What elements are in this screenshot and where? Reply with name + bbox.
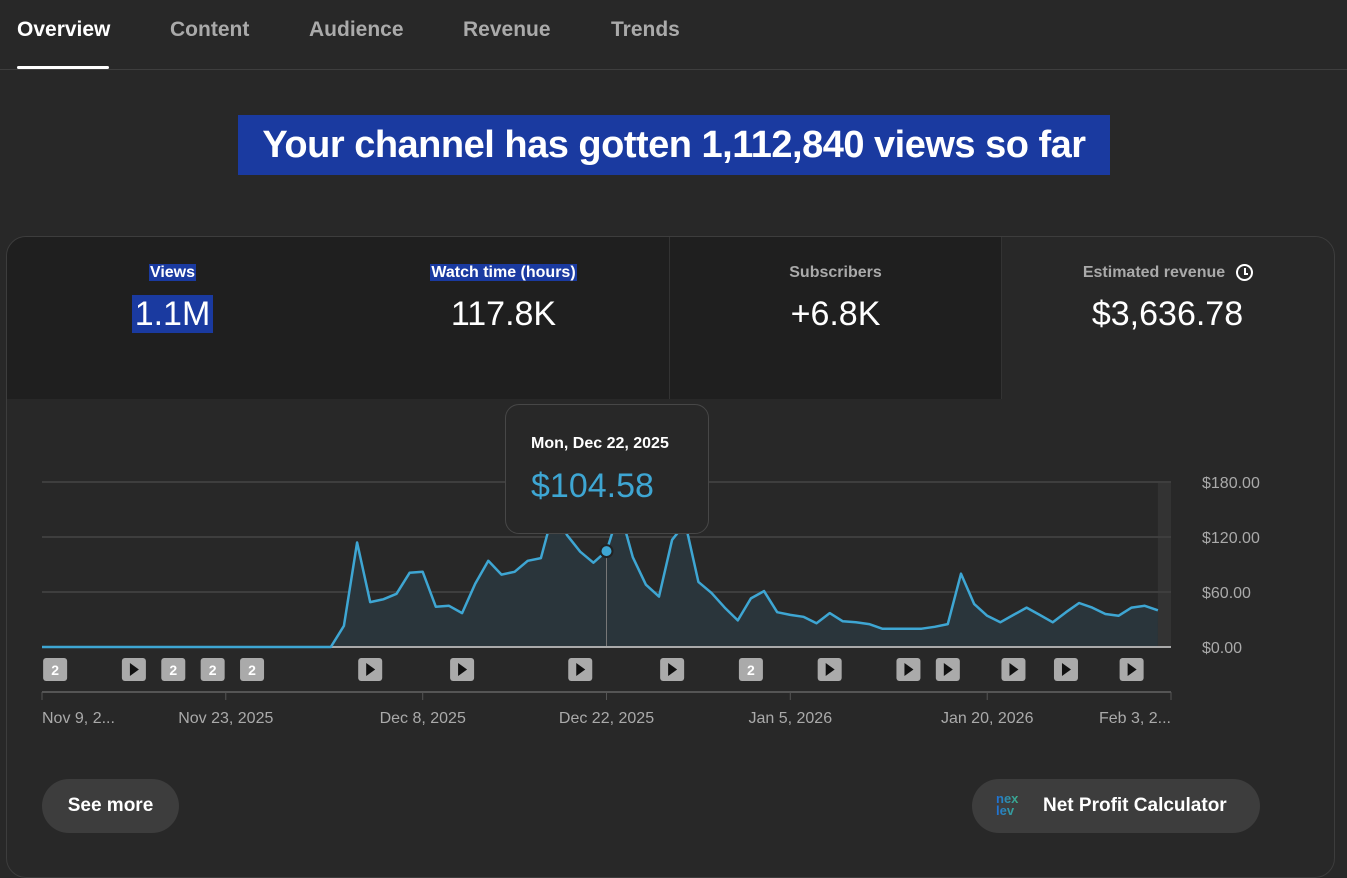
tab-trends[interactable]: Trends: [611, 18, 680, 41]
play-icon: [943, 663, 953, 676]
metric-watch-time[interactable]: Watch time (hours) 117.8K: [338, 237, 670, 399]
marker-count: 2: [747, 662, 755, 678]
video-marker[interactable]: [1119, 658, 1144, 681]
play-icon: [668, 663, 678, 676]
x-tick-label: Nov 9, 2...: [42, 710, 115, 727]
marker-box: [738, 658, 763, 681]
active-tab-indicator: [17, 66, 109, 69]
multi-video-marker[interactable]: 2: [738, 658, 763, 681]
y-tick-label: $180.00: [1202, 475, 1260, 492]
see-more-label: See more: [67, 795, 154, 816]
marker-box: [240, 658, 265, 681]
metric-value: 117.8K: [450, 295, 557, 333]
metric-label: Subscribers: [789, 264, 882, 281]
video-marker[interactable]: [660, 658, 685, 681]
tab-overview[interactable]: Overview: [17, 18, 111, 41]
video-marker[interactable]: [817, 658, 842, 681]
tab-bar: Overview Content Audience Revenue Trends: [0, 0, 1347, 70]
play-icon: [1127, 663, 1137, 676]
x-tick-label: Nov 23, 2025: [178, 710, 273, 727]
revenue-line: [42, 508, 1159, 649]
clock-icon[interactable]: [1236, 264, 1254, 281]
marker-box: [200, 658, 225, 681]
play-icon: [825, 663, 835, 676]
tab-content[interactable]: Content: [170, 18, 250, 41]
video-marker[interactable]: [121, 658, 146, 681]
incomplete-data-region: [1157, 482, 1171, 647]
chart-tooltip: Mon, Dec 22, 2025 $104.58: [505, 404, 709, 534]
video-marker[interactable]: [1053, 658, 1078, 681]
metric-label: Views: [148, 264, 197, 281]
x-tick-label: Feb 3, 2...: [1099, 710, 1171, 727]
tab-revenue[interactable]: Revenue: [463, 18, 551, 41]
multi-video-marker[interactable]: 2: [240, 658, 265, 681]
x-tick-label: Jan 20, 2026: [941, 710, 1034, 727]
marker-box: [161, 658, 186, 681]
revenue-area: [42, 509, 1158, 647]
video-marker[interactable]: [450, 658, 475, 681]
multi-video-marker[interactable]: 2: [43, 658, 68, 681]
y-tick-label: $120.00: [1202, 530, 1260, 547]
y-tick-label: $60.00: [1202, 585, 1251, 602]
nexlev-logo-icon: nex lev: [996, 792, 1030, 819]
play-icon: [366, 663, 376, 676]
play-icon: [1009, 663, 1019, 676]
video-marker[interactable]: [935, 658, 960, 681]
metric-estimated-revenue[interactable]: Estimated revenue $3,636.78: [1002, 237, 1333, 399]
metric-value: 1.1M: [131, 295, 214, 333]
hover-point: [599, 544, 614, 559]
video-marker[interactable]: [1001, 658, 1026, 681]
play-icon: [1061, 663, 1071, 676]
marker-count: 2: [51, 662, 59, 678]
metric-value: +6.8K: [790, 295, 881, 333]
marker-box: [43, 658, 68, 681]
play-icon: [458, 663, 468, 676]
tab-audience[interactable]: Audience: [309, 18, 404, 41]
tooltip-date: Mon, Dec 22, 2025: [531, 435, 669, 452]
net-profit-calculator-button[interactable]: nex lev Net Profit Calculator: [972, 779, 1260, 833]
metric-label: Watch time (hours): [430, 264, 577, 281]
metric-subscribers[interactable]: Subscribers +6.8K: [670, 237, 1002, 399]
analytics-card: Views 1.1M Watch time (hours) 117.8K Sub…: [6, 236, 1335, 878]
y-tick-label: $0.00: [1202, 640, 1242, 657]
page-headline: Your channel has gotten 1,112,840 views …: [238, 115, 1110, 175]
video-marker[interactable]: [568, 658, 593, 681]
x-tick-label: Dec 22, 2025: [559, 710, 654, 727]
tooltip-value: $104.58: [531, 467, 654, 505]
metric-label: Estimated revenue: [1082, 264, 1226, 281]
see-more-button[interactable]: See more: [42, 779, 179, 833]
revenue-chart[interactable]: $0.00 $60.00 $120.00 $180.00 2 2 2 2 2 Nov 9, 2..…: [0, 0, 1347, 847]
play-icon: [129, 663, 139, 676]
metric-views[interactable]: Views 1.1M: [7, 237, 339, 399]
marker-count: 2: [248, 662, 256, 678]
net-profit-label: Net Profit Calculator: [1043, 795, 1227, 816]
marker-count: 2: [169, 662, 177, 678]
multi-video-marker[interactable]: 2: [200, 658, 225, 681]
x-tick-label: Dec 8, 2025: [380, 710, 466, 727]
multi-video-marker[interactable]: 2: [161, 658, 186, 681]
marker-count: 2: [209, 662, 217, 678]
x-tick-label: Jan 5, 2026: [748, 710, 832, 727]
play-icon: [576, 663, 586, 676]
play-icon: [904, 663, 914, 676]
video-marker[interactable]: [896, 658, 921, 681]
metric-value: $3,636.78: [1091, 295, 1244, 333]
video-marker[interactable]: [358, 658, 383, 681]
